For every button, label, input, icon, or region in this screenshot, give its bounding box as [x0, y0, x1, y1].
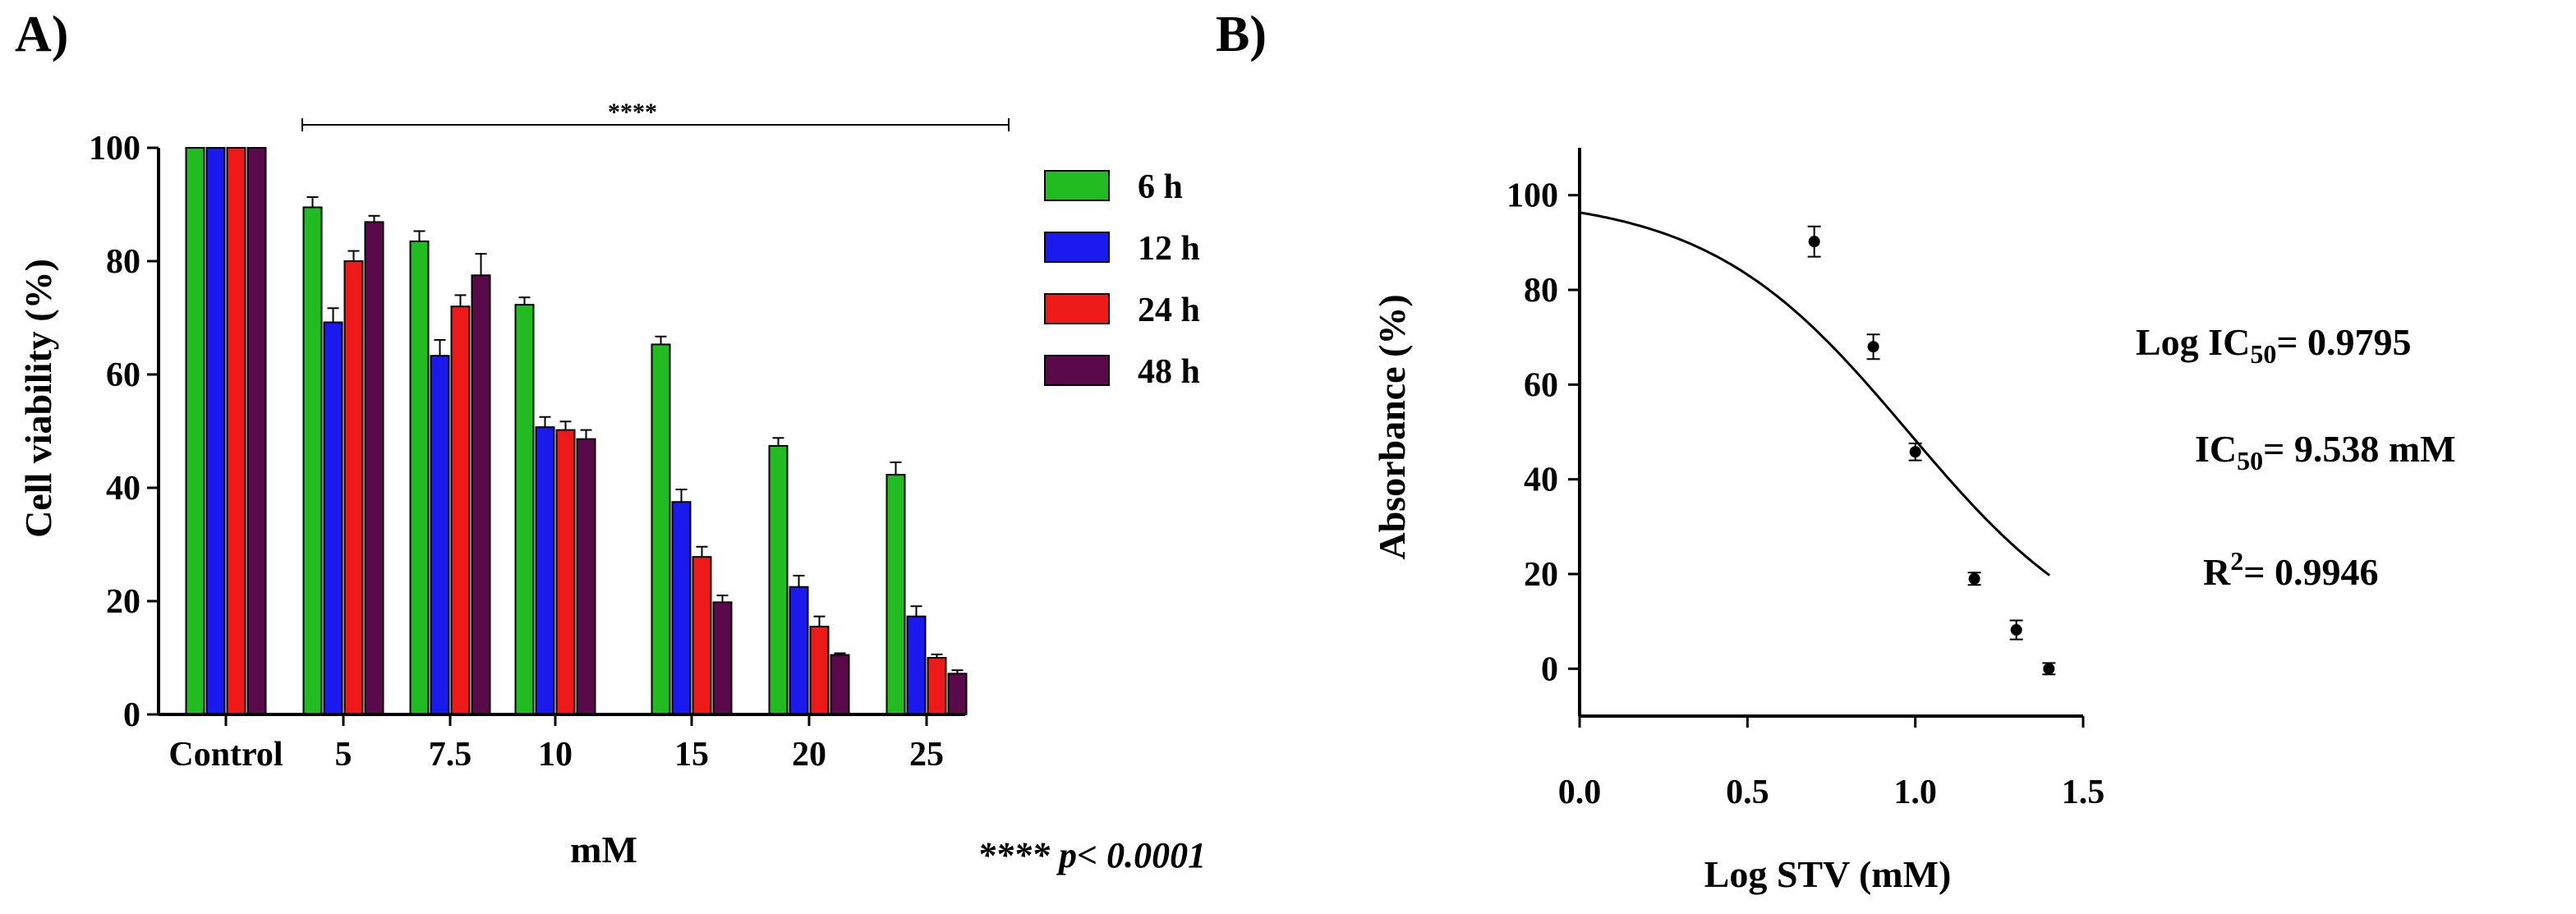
bar [809, 626, 830, 715]
bar [671, 501, 692, 715]
fit-curve [1579, 211, 2051, 576]
bar-x-tick-label: 5 [335, 736, 352, 774]
bar-x-tick-label: Control [168, 736, 283, 774]
bar [343, 260, 364, 715]
legend-swatch [1044, 293, 1110, 324]
dose-y-tick-label: 40 [1524, 462, 1558, 499]
bar [409, 240, 430, 716]
dose-y-ticks: 0 20 40 60 80 100 [1506, 177, 1580, 688]
bar [555, 429, 576, 715]
bar-chart: Cell viability (%) mM 0 20 40 60 80 100 Contr… [17, 99, 1206, 875]
panel-b-label: B) [1216, 7, 1267, 62]
legend-label: 48 h [1138, 353, 1200, 391]
dose-response-chart: Absorbance (%) Log STV (mM) 0 20 40 60 80 100… [1371, 148, 2456, 895]
dose-y-tick-label: 100 [1506, 177, 1558, 215]
bar-y-tick-label: 100 [89, 130, 140, 168]
bar-y-ticks: 0 20 40 60 80 100 [89, 130, 159, 734]
dose-points [1807, 225, 2056, 676]
bar [692, 556, 712, 715]
bar-y-tick-label: 60 [106, 356, 140, 394]
bar [323, 321, 343, 715]
bar [789, 586, 809, 715]
bar [651, 343, 671, 715]
bar [302, 206, 323, 715]
bar [906, 615, 927, 716]
bar-x-ticks: Control 5 7.5 10 15 20 25 [168, 714, 944, 774]
dose-x-tick-label: 0.5 [1726, 774, 1769, 811]
bar-y-tick-label: 20 [106, 583, 140, 621]
legend-swatch [1044, 355, 1110, 386]
bar [514, 304, 535, 715]
bar [430, 355, 450, 715]
dose-y-tick-label: 20 [1524, 556, 1558, 594]
bar [205, 147, 226, 715]
bar-y-axis-title: Cell viability (%) [17, 259, 59, 538]
dose-x-ticks: 0.0 0.5 1.0 1.5 [1558, 716, 2105, 811]
dose-x-tick-label: 1.0 [1893, 774, 1937, 811]
bar [471, 274, 491, 715]
legend-label: 12 h [1138, 230, 1200, 268]
data-point [1909, 446, 1921, 458]
bar-x-tick-label: 25 [909, 736, 944, 774]
legend-swatch [1044, 232, 1110, 263]
bar-y-tick-label: 80 [106, 243, 140, 281]
bar [185, 147, 205, 715]
log-ic50-annotation: Log IC50= 0.9795 [2136, 321, 2412, 369]
data-point [1867, 341, 1879, 353]
dose-x-tick-label: 0.0 [1558, 774, 1602, 811]
dose-x-tick-label: 1.5 [2062, 774, 2105, 811]
bar-x-tick-label: 7.5 [429, 736, 472, 774]
dose-x-axis-title: Log STV (mM) [1704, 853, 1952, 895]
bar [712, 601, 733, 715]
bar [246, 147, 267, 715]
legend-label: 24 h [1138, 292, 1200, 329]
bar [830, 654, 850, 715]
legend-swatch [1044, 170, 1110, 201]
dose-y-tick-label: 60 [1524, 366, 1558, 404]
significance-stars: **** [608, 99, 657, 126]
r-squared-annotation: R2= 0.9946 [2203, 546, 2378, 593]
bar [535, 426, 555, 715]
bar-x-tick-label: 15 [674, 736, 709, 774]
ic50-annotation: IC50= 9.538 mM [2195, 428, 2456, 475]
bar-y-tick-label: 0 [123, 696, 140, 734]
bar-y-tick-label: 40 [106, 470, 140, 508]
legend: 6 h 12 h 24 h 48 h [1044, 168, 1200, 391]
bar [886, 474, 906, 715]
legend-label: 6 h [1138, 168, 1183, 206]
dose-y-tick-label: 80 [1524, 272, 1558, 310]
bar [927, 657, 947, 715]
data-point [2010, 624, 2022, 636]
bar [226, 147, 246, 715]
data-point [1808, 236, 1820, 248]
bar-error-bars [306, 196, 964, 674]
panel-a-label: A) [15, 7, 68, 62]
p-value-note: **** p< 0.0001 [978, 835, 1206, 875]
dose-y-tick-label: 0 [1541, 650, 1558, 688]
bar [947, 673, 968, 716]
bar-x-tick-label: 20 [792, 736, 826, 774]
bar-series [185, 147, 968, 716]
bar [364, 221, 384, 715]
bar-x-tick-label: 10 [538, 736, 573, 774]
bar [576, 438, 596, 715]
dose-y-axis-title: Absorbance (%) [1371, 294, 1413, 559]
data-point [2043, 663, 2055, 675]
bar [768, 444, 789, 715]
bar-x-axis-title: mM [570, 829, 637, 870]
bar [450, 305, 471, 715]
data-point [1968, 572, 1980, 585]
